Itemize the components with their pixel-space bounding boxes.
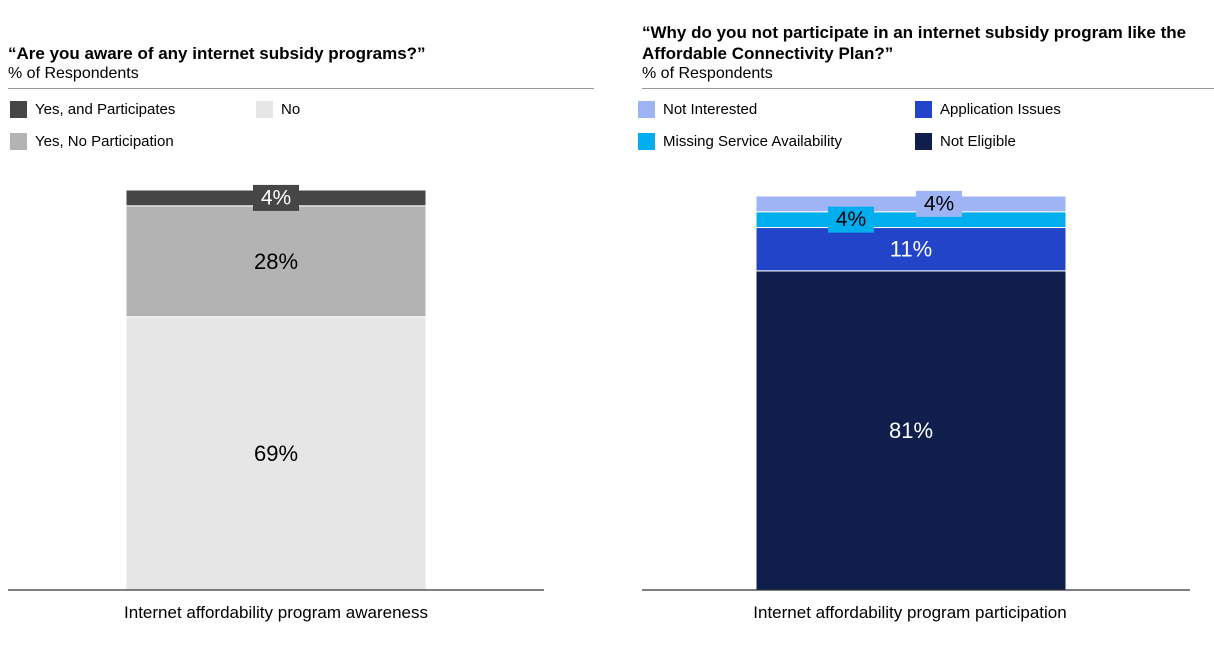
legend-label: Missing Service Availability [663, 132, 842, 150]
participation-title-block: “Why do you not participate in an intern… [642, 22, 1214, 84]
participation-bar-chart: 81% 11% 4% 4% [642, 190, 1190, 591]
legend-swatch [638, 132, 655, 150]
legend-item-yes-no-participation: Yes, No Participation [10, 131, 174, 151]
participation-chart-panel: “Why do you not participate in an intern… [638, 0, 1214, 654]
x-category-label: Internet affordability program participa… [753, 603, 1067, 622]
data-label-application-issues: 11% [890, 237, 932, 262]
awareness-bar-chart: 69% 28% 4% [8, 184, 544, 591]
title-divider [8, 88, 594, 89]
data-label-background [828, 206, 874, 233]
awareness-chart-panel: “Are you aware of any internet subsidy p… [8, 0, 594, 654]
data-label-yes-and-participates: 4% [261, 186, 291, 209]
legend: Not Interested Application Issues Missin… [638, 99, 1214, 159]
legend-item-missing-service: Missing Service Availability [638, 131, 842, 151]
legend-swatch [10, 100, 27, 118]
legend-item-no: No [256, 99, 300, 119]
legend-item-application-issues: Application Issues [915, 99, 1061, 119]
awareness-title-block: “Are you aware of any internet subsidy p… [8, 43, 594, 84]
bar-segment-no [125, 316, 427, 591]
legend-label: Yes, No Participation [35, 132, 174, 150]
legend: Yes, and Participates No Yes, No Partici… [8, 99, 594, 159]
legend-swatch [915, 132, 932, 150]
bar-segment-not-eligible [755, 270, 1067, 591]
legend-label: Application Issues [940, 100, 1061, 118]
legend-swatch [915, 100, 932, 118]
data-label-background [253, 184, 299, 211]
data-label-not-eligible: 81% [889, 418, 933, 443]
legend-item-not-eligible: Not Eligible [915, 131, 1016, 151]
legend-label: Not Interested [663, 100, 758, 118]
legend-item-yes-participates: Yes, and Participates [10, 99, 175, 119]
data-label-no: 69% [254, 441, 298, 466]
chart-title: “Are you aware of any internet subsidy p… [8, 44, 426, 63]
legend-item-not-interested: Not Interested [638, 99, 757, 119]
legend-swatch [638, 100, 655, 118]
title-divider [642, 88, 1214, 89]
legend-label: Not Eligible [940, 132, 1016, 150]
bar-segment-application-issues [755, 227, 1067, 272]
x-category-label: Internet affordability program awareness [124, 603, 428, 622]
legend-swatch [256, 100, 273, 118]
legend-label: Yes, and Participates [35, 100, 176, 118]
bar-segment-missing-service-availability [755, 211, 1067, 229]
bar-segment-yes-no-participation [125, 205, 427, 318]
data-label-background [916, 190, 962, 217]
legend-swatch [10, 132, 27, 150]
data-label-yes-no-participation: 28% [254, 249, 298, 274]
chart-title: “Why do you not participate in an intern… [642, 23, 1187, 63]
chart-subtitle: % of Respondents [642, 65, 773, 82]
data-label-not-interested: 4% [924, 192, 954, 215]
legend-label: No [281, 100, 301, 118]
bar-segment-not-interested [755, 195, 1067, 213]
chart-subtitle: % of Respondents [8, 65, 139, 82]
data-label-missing-service-availability: 4% [836, 208, 866, 231]
